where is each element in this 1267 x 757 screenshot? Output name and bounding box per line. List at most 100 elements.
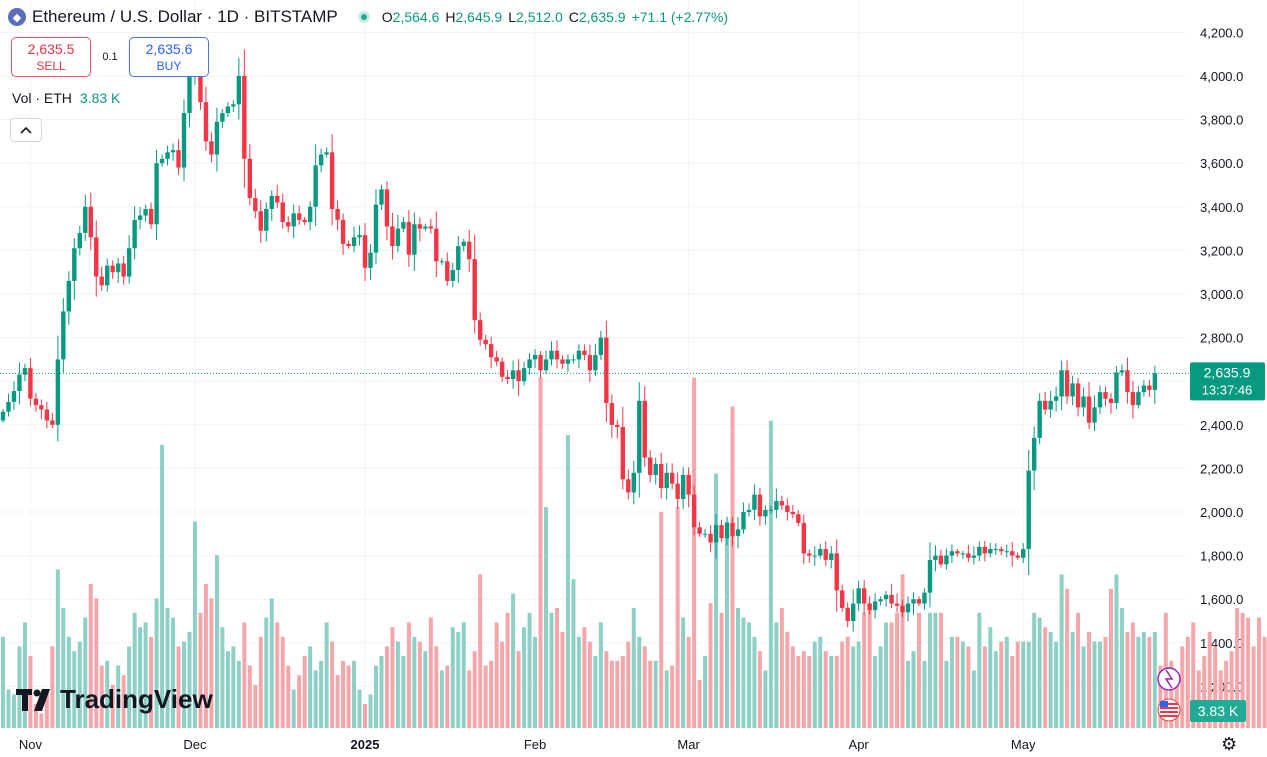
candle[interactable] [17,374,22,392]
candle[interactable] [291,213,296,227]
candle[interactable] [752,494,757,510]
candle[interactable] [532,355,538,360]
candle[interactable] [50,420,55,425]
candle[interactable] [960,553,966,555]
candle[interactable] [220,113,225,122]
candle[interactable] [659,464,664,489]
candle[interactable] [456,246,461,271]
candle[interactable] [77,232,82,249]
candle[interactable] [505,376,510,380]
candle[interactable] [730,522,735,536]
candle[interactable] [412,224,417,255]
candle[interactable] [872,601,878,611]
candle[interactable] [198,73,203,103]
candle[interactable] [1064,370,1070,397]
candle[interactable] [203,102,209,142]
candle[interactable] [1108,398,1114,403]
candle[interactable] [719,525,724,539]
candle[interactable] [790,512,796,515]
candle[interactable] [949,551,955,556]
candle[interactable] [110,265,115,273]
candle[interactable] [840,590,845,608]
candle[interactable] [55,359,61,425]
candle[interactable] [1092,407,1097,423]
candle[interactable] [669,472,675,484]
candle[interactable] [631,472,636,493]
candle[interactable] [878,599,883,602]
candle[interactable] [11,391,17,402]
candle[interactable] [417,224,423,229]
candle[interactable] [955,551,960,554]
candle[interactable] [373,204,379,253]
candle[interactable] [1103,392,1108,399]
candle[interactable] [829,553,834,560]
candle[interactable] [1114,372,1119,403]
candle[interactable] [724,522,730,539]
candle[interactable] [176,150,181,168]
candle[interactable] [83,206,88,233]
candle[interactable] [472,259,477,321]
candle[interactable] [746,509,752,512]
candle[interactable] [499,361,505,377]
candle[interactable] [488,344,494,358]
candle[interactable] [99,276,104,286]
candle[interactable] [653,464,658,475]
candle[interactable] [713,525,719,543]
candle[interactable] [66,280,72,312]
candle[interactable] [763,509,768,517]
candle[interactable] [905,603,911,613]
candle[interactable] [521,368,527,382]
candle[interactable] [44,409,50,421]
candle[interactable] [900,605,905,613]
candle[interactable] [368,252,373,268]
candle[interactable] [735,529,741,536]
candle[interactable] [807,553,812,556]
candle[interactable] [571,359,576,361]
candle[interactable] [768,509,774,511]
candle[interactable] [922,592,927,604]
candle[interactable] [560,359,565,364]
candle[interactable] [494,357,499,362]
candle[interactable] [1037,400,1042,438]
candle[interactable] [406,222,412,255]
sell-button[interactable]: 2,635.5 SELL [11,37,91,77]
candle[interactable] [105,265,110,286]
candle[interactable] [966,553,971,558]
candle[interactable] [395,228,401,247]
candle[interactable] [236,76,242,105]
candle[interactable] [927,559,933,593]
candle[interactable] [302,219,307,223]
candle[interactable] [390,226,395,247]
candle[interactable] [565,359,571,364]
candle[interactable] [159,158,165,164]
candle[interactable] [708,533,713,543]
candle[interactable] [510,370,516,380]
candle[interactable] [477,320,483,340]
candle[interactable] [1042,400,1048,410]
candle[interactable] [1015,555,1020,558]
candle[interactable] [680,474,686,499]
candle[interactable] [894,603,900,606]
collapse-legend-button[interactable] [10,118,42,142]
candle[interactable] [39,405,44,410]
candle[interactable] [1152,373,1158,390]
candle[interactable] [258,211,263,231]
candle[interactable] [988,549,993,554]
candle[interactable] [296,213,302,220]
candle[interactable] [1053,396,1059,401]
candle[interactable] [1086,396,1092,423]
candle[interactable] [538,355,543,371]
candle[interactable] [72,248,77,281]
candle[interactable] [576,350,582,360]
candle[interactable] [796,514,801,523]
candle[interactable] [137,215,143,220]
candle[interactable] [675,483,680,499]
candle[interactable] [384,189,390,227]
candle[interactable] [340,219,346,244]
candle[interactable] [642,400,647,458]
candle[interactable] [757,494,763,517]
candle[interactable] [181,113,187,168]
candle[interactable] [1075,383,1081,408]
candle[interactable] [28,368,33,399]
candle[interactable] [543,359,549,371]
